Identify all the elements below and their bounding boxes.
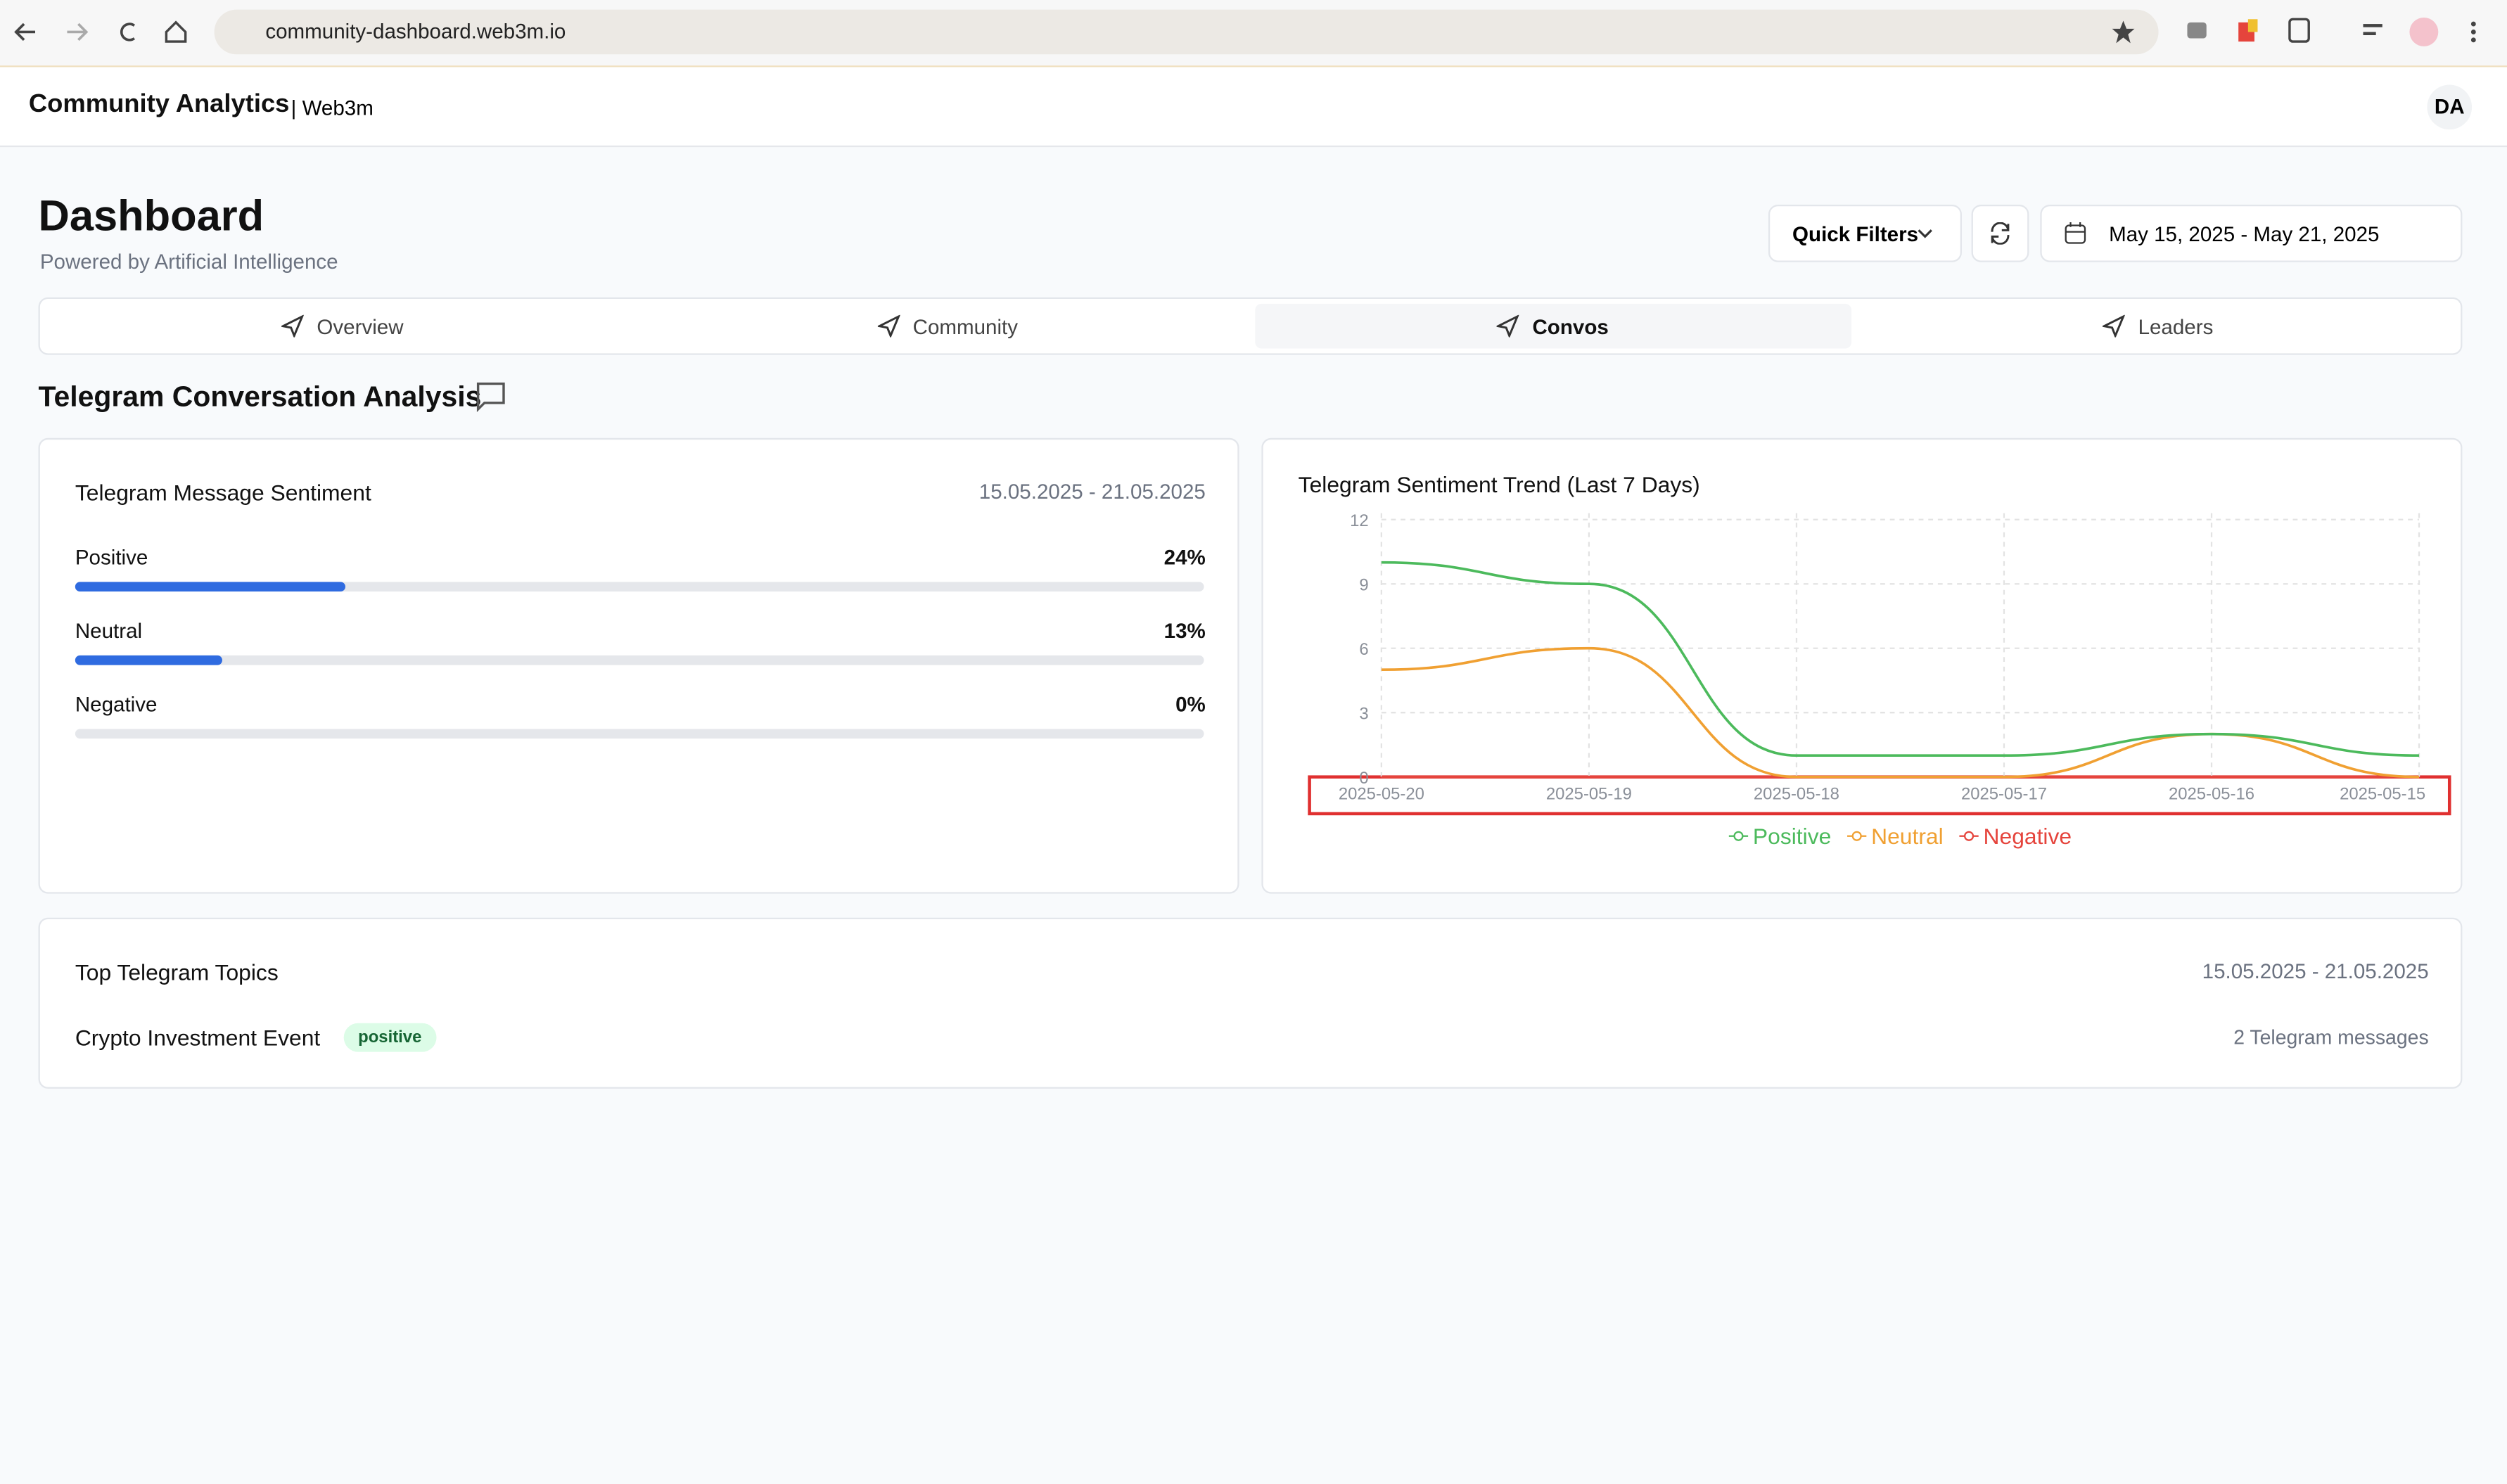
sentiment-value: 24% [1163, 545, 1206, 570]
sentiment-value: 0% [1175, 692, 1206, 717]
x-tick-label: 2025-05-17 [1961, 785, 2047, 804]
tab-icon [877, 314, 900, 338]
progress-track [75, 655, 1204, 665]
card-title: Telegram Message Sentiment [75, 479, 371, 506]
x-tick-label: 2025-05-18 [1754, 785, 1839, 804]
tab-icon [281, 314, 305, 338]
tab-label[interactable]: Leaders [2138, 314, 2214, 338]
x-tick-label: 2025-05-16 [2169, 785, 2254, 804]
legend-label[interactable]: Negative [1984, 824, 2072, 849]
highlight-box [1308, 775, 2451, 816]
legend-label[interactable]: Positive [1753, 824, 1831, 849]
sentiment-value: 13% [1163, 618, 1206, 643]
bookmark-star[interactable] [2110, 19, 2136, 44]
url[interactable]: community-dashboard.web3m.io [265, 19, 566, 44]
y-tick-label: 6 [1359, 640, 1368, 659]
legend-dot [1733, 831, 1744, 841]
legend-item: Negative [1959, 824, 2072, 849]
message-count: 2 Telegram messages [2233, 1026, 2429, 1049]
chevron [1918, 229, 1932, 238]
chat-icon [476, 382, 505, 413]
x-tick-label: 2025-05-20 [1339, 785, 1424, 804]
tab[interactable]: Leaders [1860, 303, 2456, 349]
date-picker[interactable]: May 15, 2025 - May 21, 2025 [2040, 204, 2463, 262]
tab-label[interactable]: Convos [1532, 314, 1609, 338]
quick-filters-button[interactable]: Quick Filters [1768, 204, 1962, 262]
page-subtitle: Powered by Artificial Intelligence [39, 249, 338, 274]
progress-bar [75, 582, 346, 592]
progress-bar [75, 655, 222, 665]
address-bar[interactable]: community-dashboard.web3m.io [214, 9, 2159, 55]
refresh-button[interactable] [1971, 204, 2029, 262]
app-header: Community Analytics | Web3m DA [0, 67, 2507, 148]
section-title: Telegram Conversation Analysis [38, 380, 482, 413]
app-subtitle: | Web3m [291, 96, 374, 120]
chart: Telegram Sentiment Trend (Last 7 Days) 0… [1299, 472, 2451, 849]
tab-icon [1497, 314, 1520, 338]
tab[interactable]: Community [649, 303, 1246, 349]
sentiment-card: Telegram Message Sentiment 15.05.2025 - … [38, 437, 1239, 894]
progress-track [75, 729, 1204, 739]
sentiment-label: Positive [75, 545, 148, 570]
sentiment-label: Neutral [75, 618, 143, 643]
card-date: 15.05.2025 - 21.05.2025 [2202, 959, 2429, 983]
tab[interactable]: Convos [1255, 303, 1851, 349]
legend-dot [1964, 831, 1975, 841]
tab-label[interactable]: Overview [317, 314, 404, 338]
quick-filters-label[interactable]: Quick Filters [1792, 222, 1919, 247]
page-title: Dashboard [38, 191, 264, 240]
legend-label[interactable]: Neutral [1871, 824, 1944, 849]
tab-icon [2103, 314, 2126, 338]
card-title: Top Telegram Topics [75, 959, 279, 985]
x-tick-label: 2025-05-15 [2340, 785, 2425, 804]
browser-bar: community-dashboard.web3m.io [0, 0, 2507, 68]
progress-track [75, 582, 1204, 592]
legend-item: Positive [1728, 824, 1831, 849]
x-tick-label: 2025-05-19 [1546, 785, 1632, 804]
legend-dot [1851, 831, 1862, 841]
topic-name[interactable]: Crypto Investment Event [75, 1024, 321, 1051]
y-tick-label: 3 [1359, 704, 1368, 723]
browser-icons[interactable] [2174, 13, 2494, 51]
tab-label[interactable]: Community [912, 314, 1019, 338]
app-title[interactable]: Community Analytics [28, 91, 290, 119]
tab[interactable]: Overview [44, 303, 641, 349]
chart-title: Telegram Sentiment Trend (Last 7 Days) [1299, 472, 1700, 497]
y-tick-label: 12 [1350, 511, 1369, 530]
avatar[interactable]: DA [2427, 84, 2473, 130]
card-date: 15.05.2025 - 21.05.2025 [978, 479, 1206, 504]
y-tick-label: 0 [1359, 769, 1368, 788]
tabs: Overview Community Convos Leaders [38, 297, 2463, 355]
sentiment-label: Negative [75, 692, 158, 717]
calendar-icon [2065, 222, 2086, 244]
y-tick-label: 9 [1359, 575, 1368, 594]
trend-card: Telegram Sentiment Trend (Last 7 Days) 0… [1261, 437, 2463, 894]
series-line [1381, 561, 2420, 757]
sentiment-badge: positive [343, 1023, 436, 1052]
refresh-icon [1991, 222, 2010, 245]
date-range[interactable]: May 15, 2025 - May 21, 2025 [2109, 222, 2380, 247]
nav-buttons[interactable] [0, 0, 224, 65]
topics-card: Top Telegram Topics 15.05.2025 - 21.05.2… [38, 917, 2463, 1089]
legend-item: Neutral [1847, 824, 1944, 849]
